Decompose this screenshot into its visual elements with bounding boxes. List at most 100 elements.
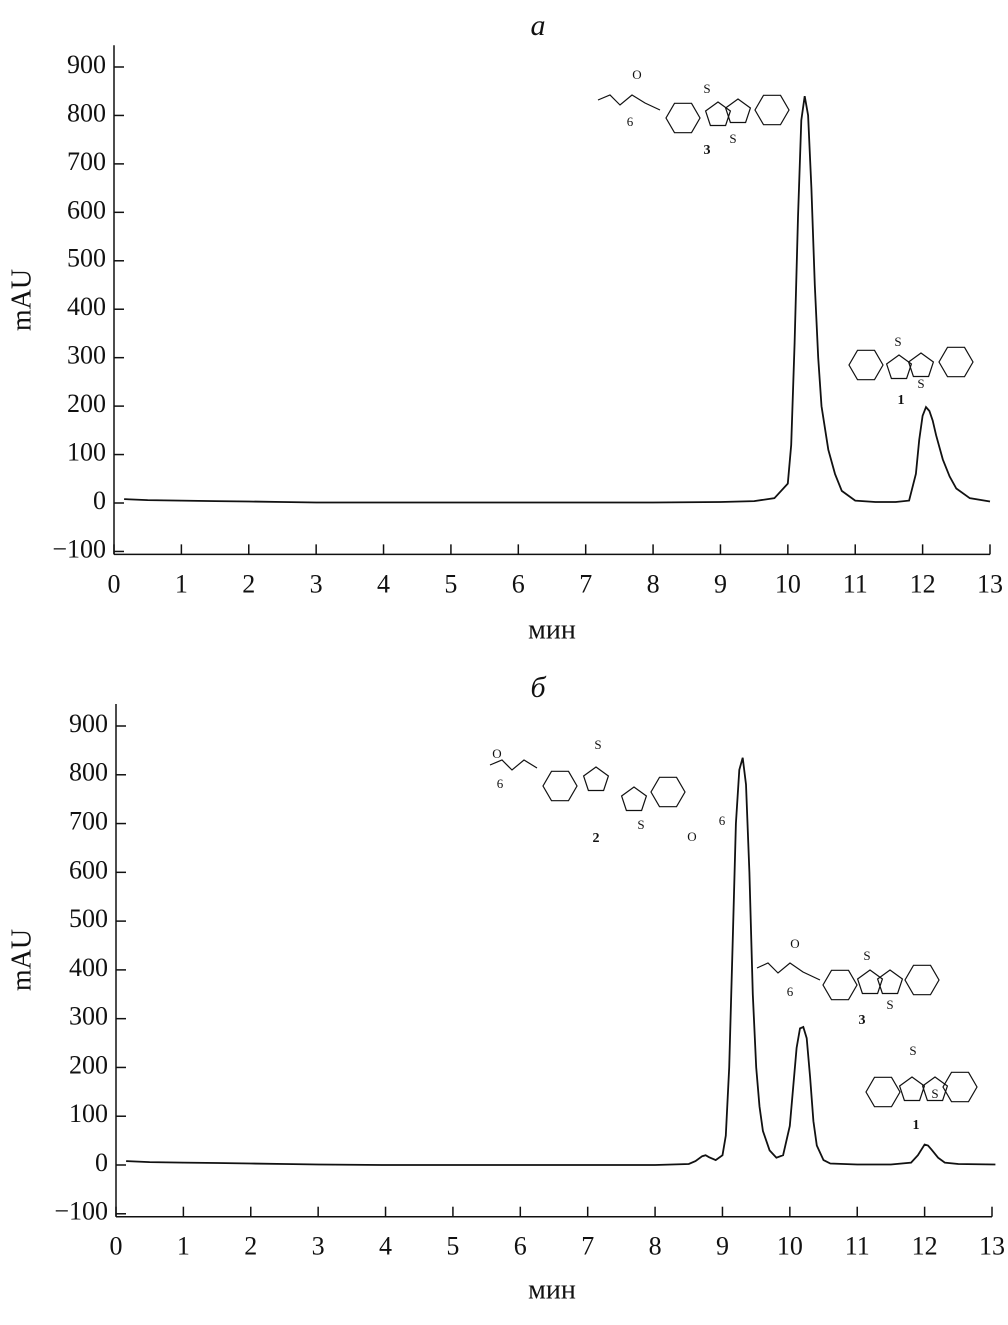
x-tick-label: 3 [310, 569, 323, 598]
x-tick-label: 12 [912, 1232, 938, 1261]
atom-label: O [632, 67, 641, 82]
ring [938, 346, 974, 378]
y-tick-label: 600 [69, 855, 108, 884]
y-tick-label: 500 [69, 904, 108, 933]
y-tick-label: 300 [69, 1002, 108, 1031]
x-tick-label: 1 [175, 569, 188, 598]
x-tick-label: 4 [377, 569, 390, 598]
y-tick-label: 0 [93, 486, 106, 515]
chromatogram-line [124, 95, 991, 504]
x-tick-label: 12 [910, 569, 936, 598]
y-tick-label: −100 [52, 534, 106, 563]
atom-label: O [687, 829, 696, 844]
atom-label: S [894, 334, 901, 349]
y-axis-label: mAU [6, 929, 37, 991]
y-tick-label: 900 [67, 50, 106, 79]
atom-label: O [790, 936, 799, 951]
ring [904, 964, 940, 996]
x-tick-label: 1 [177, 1232, 190, 1261]
panel-title: a [531, 9, 546, 42]
ring [724, 98, 752, 124]
x-tick-label: 11 [843, 569, 868, 598]
x-tick-label: 9 [716, 1232, 729, 1261]
compound-label: 1 [898, 393, 905, 408]
atom-label: 6 [719, 813, 726, 828]
atom-label: S [886, 997, 893, 1012]
x-tick-label: 2 [242, 569, 255, 598]
y-tick-label: 100 [69, 1099, 108, 1128]
ring [822, 969, 858, 1001]
atom-label: O [492, 746, 501, 761]
atom-label: S [703, 81, 710, 96]
y-tick-label: 800 [67, 98, 106, 127]
x-axis-label: мин [528, 614, 576, 645]
ring [921, 1076, 949, 1102]
atom-label: 6 [497, 776, 504, 791]
x-tick-label: 9 [714, 569, 727, 598]
y-tick-label: 800 [69, 758, 108, 787]
ring [665, 102, 701, 134]
ring [907, 352, 935, 378]
atom-label: S [917, 376, 924, 391]
x-tick-label: 4 [379, 1232, 392, 1261]
x-tick-label: 6 [512, 569, 525, 598]
x-tick-label: 10 [777, 1232, 803, 1261]
x-tick-label: 0 [108, 569, 121, 598]
x-tick-label: 7 [581, 1232, 594, 1261]
compound-label: 3 [704, 143, 711, 158]
y-tick-label: 100 [67, 438, 106, 467]
ring [876, 969, 904, 995]
atom-label: 6 [627, 114, 634, 129]
atom-label: S [863, 948, 870, 963]
chain [597, 94, 661, 111]
y-tick-label: 400 [67, 292, 106, 321]
ring [898, 1076, 926, 1102]
compound-label: 2 [593, 831, 600, 846]
x-tick-label: 6 [514, 1232, 527, 1261]
y-axis-label: mAU [6, 269, 37, 331]
x-tick-label: 13 [979, 1232, 1005, 1261]
x-axis-label: мин [528, 1274, 576, 1305]
y-tick-label: −100 [54, 1197, 108, 1226]
y-tick-label: 200 [67, 389, 106, 418]
ring [650, 776, 686, 808]
atom-label: S [931, 1086, 938, 1101]
x-tick-label: 13 [977, 569, 1003, 598]
chain [756, 962, 821, 981]
x-tick-label: 8 [649, 1232, 662, 1261]
ring [865, 1076, 901, 1108]
y-tick-label: 0 [95, 1148, 108, 1177]
ring [704, 101, 732, 127]
x-tick-label: 5 [446, 1232, 459, 1261]
x-tick-label: 0 [110, 1232, 123, 1261]
x-tick-label: 10 [775, 569, 801, 598]
ring [942, 1071, 978, 1103]
y-tick-label: 300 [67, 341, 106, 370]
x-tick-label: 11 [845, 1232, 870, 1261]
y-tick-label: 600 [67, 195, 106, 224]
x-tick-label: 2 [244, 1232, 257, 1261]
x-tick-label: 3 [312, 1232, 325, 1261]
ring [542, 770, 578, 802]
ring [848, 349, 884, 381]
y-tick-label: 700 [69, 807, 108, 836]
ring [620, 786, 648, 812]
x-tick-label: 5 [444, 569, 457, 598]
chromatogram-line [126, 757, 996, 1166]
compound-label: 1 [913, 1118, 920, 1133]
y-tick-label: 900 [69, 709, 108, 738]
y-tick-label: 500 [67, 244, 106, 273]
ring [885, 354, 913, 380]
y-tick-label: 700 [67, 147, 106, 176]
atom-label: S [637, 817, 644, 832]
atom-label: S [909, 1043, 916, 1058]
ring [582, 766, 610, 792]
y-tick-label: 400 [69, 953, 108, 982]
atom-label: S [729, 131, 736, 146]
x-tick-label: 7 [579, 569, 592, 598]
chain [489, 759, 538, 771]
compound-label: 3 [859, 1013, 866, 1028]
y-tick-label: 200 [69, 1050, 108, 1079]
atom-label: 6 [787, 984, 794, 999]
